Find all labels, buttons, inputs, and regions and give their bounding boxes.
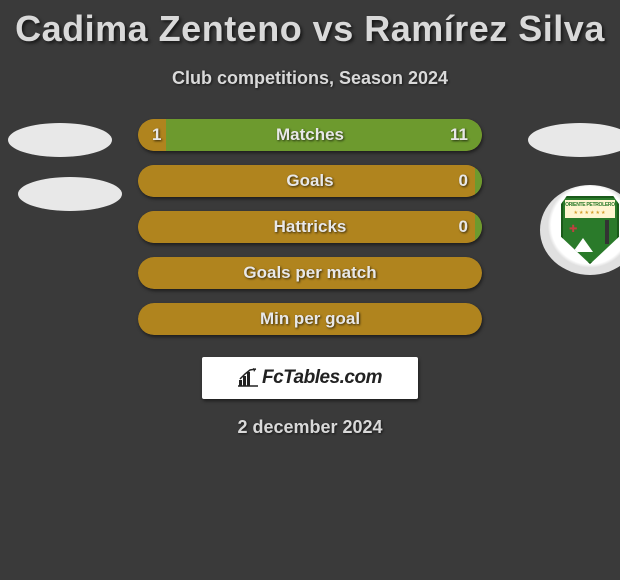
branding-text: FcTables.com	[262, 367, 382, 389]
footer-date: 2 december 2024	[0, 417, 620, 438]
stats-area: ORIENTE PETROLERO ★★★★★★ ✚ 111Matches 0Go…	[0, 119, 620, 335]
stat-label: Matches	[138, 125, 482, 145]
club-badge-stars-icon: ★★★★★★	[563, 210, 617, 216]
club-badge-tower-icon	[605, 220, 609, 244]
stat-bar-row: Goals per match	[138, 257, 482, 289]
stat-bar-row: Min per goal	[138, 303, 482, 335]
stat-label: Goals	[138, 171, 482, 191]
stat-bars-container: 111Matches 0Goals 0Hattricks Goals per matc…	[138, 119, 482, 335]
chart-icon	[238, 368, 260, 388]
player2-avatar	[528, 123, 620, 157]
club-badge-text: ORIENTE PETROLERO	[563, 202, 617, 208]
stat-bar-row: 0Hattricks	[138, 211, 482, 243]
stat-label: Goals per match	[138, 263, 482, 283]
page-title: Cadima Zenteno vs Ramírez Silva	[0, 0, 620, 50]
branding-box: FcTables.com	[202, 357, 418, 399]
player1-club-avatar	[18, 177, 122, 211]
subtitle: Club competitions, Season 2024	[0, 68, 620, 89]
player1-avatar	[8, 123, 112, 157]
stat-label: Min per goal	[138, 309, 482, 329]
club-badge-cross-icon: ✚	[569, 224, 577, 235]
player2-club-badge: ORIENTE PETROLERO ★★★★★★ ✚	[540, 185, 620, 275]
stat-label: Hattricks	[138, 217, 482, 237]
stat-bar-row: 111Matches	[138, 119, 482, 151]
club-badge-mountain-icon	[573, 238, 593, 252]
stat-bar-row: 0Goals	[138, 165, 482, 197]
